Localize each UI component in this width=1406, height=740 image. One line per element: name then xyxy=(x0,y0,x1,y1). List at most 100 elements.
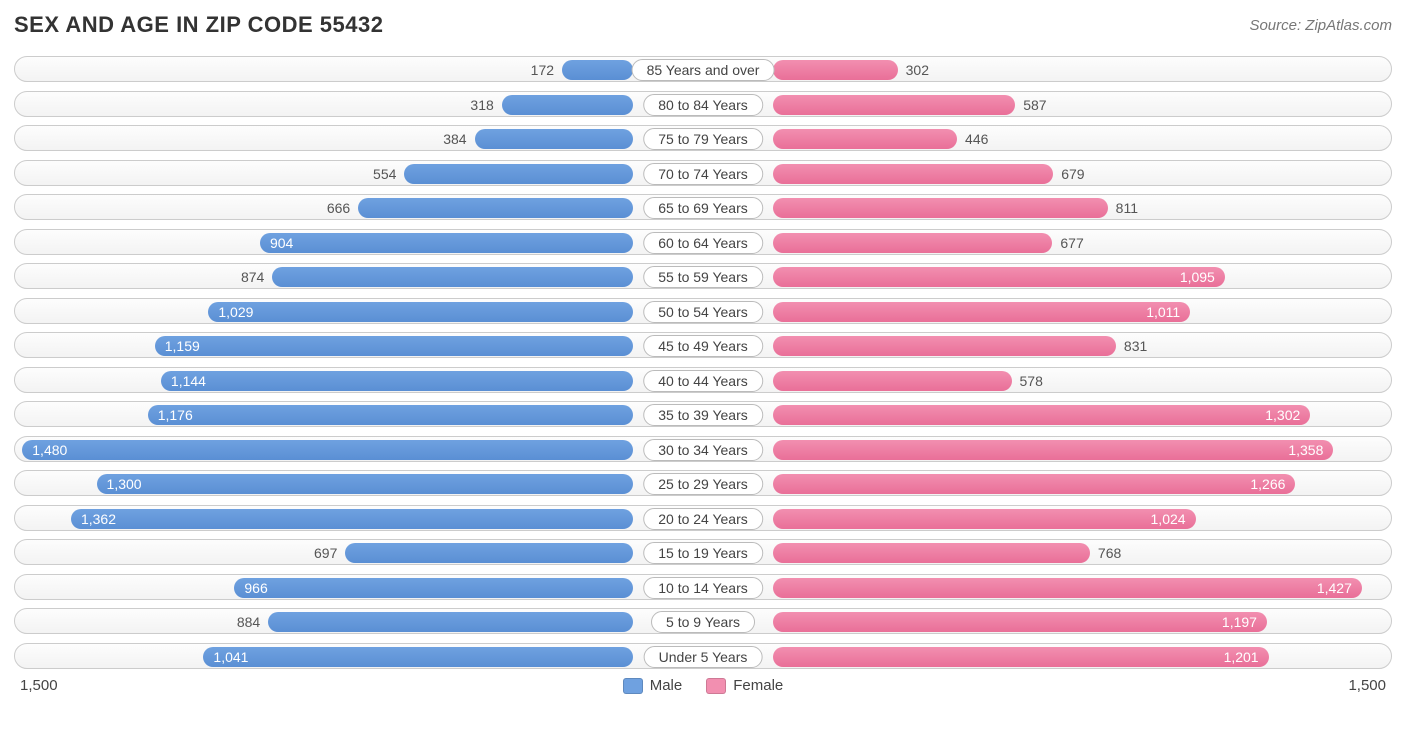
age-group-label: 75 to 79 Years xyxy=(643,128,763,150)
age-group-label: 20 to 24 Years xyxy=(643,508,763,530)
chart-header: SEX AND AGE IN ZIP CODE 55432 Source: Zi… xyxy=(14,12,1392,38)
male-bar: 1,029 xyxy=(208,302,633,322)
male-bar: 874 xyxy=(272,267,633,287)
male-bar: 172 xyxy=(562,60,633,80)
male-value: 1,176 xyxy=(158,407,193,423)
female-bar: 1,358 xyxy=(773,440,1333,460)
female-value: 811 xyxy=(1108,200,1138,216)
male-bar: 697 xyxy=(345,543,633,563)
age-group-label: 45 to 49 Years xyxy=(643,335,763,357)
female-bar: 587 xyxy=(773,95,1015,115)
female-value: 302 xyxy=(898,62,929,78)
female-value: 1,302 xyxy=(1265,407,1300,423)
pyramid-row: 17230285 Years and over xyxy=(14,56,1392,82)
female-bar: 1,197 xyxy=(773,612,1267,632)
male-bar: 666 xyxy=(358,198,633,218)
pyramid-row: 874 1,095 55 to 59 Years xyxy=(14,263,1392,289)
female-bar: 679 xyxy=(773,164,1053,184)
pyramid-row: 666 811 65 to 69 Years xyxy=(14,194,1392,220)
male-bar: 1,176 xyxy=(148,405,633,425)
female-value: 1,024 xyxy=(1151,511,1186,527)
female-bar: 446 xyxy=(773,129,957,149)
female-value: 1,201 xyxy=(1224,649,1259,665)
female-bar: 302 xyxy=(773,60,898,80)
age-group-label: 80 to 84 Years xyxy=(643,94,763,116)
male-bar: 554 xyxy=(404,164,633,184)
male-value: 1,362 xyxy=(81,511,116,527)
male-bar: 966 xyxy=(234,578,633,598)
male-value: 666 xyxy=(327,200,358,216)
female-bar: 1,266 xyxy=(773,474,1295,494)
age-group-label: 55 to 59 Years xyxy=(643,266,763,288)
female-bar: 1,024 xyxy=(773,509,1196,529)
age-group-label: 25 to 29 Years xyxy=(643,473,763,495)
pyramid-row: 1,1761,30235 to 39 Years xyxy=(14,401,1392,427)
female-bar: 677 xyxy=(773,233,1052,253)
age-group-label: 50 to 54 Years xyxy=(643,301,763,323)
female-value: 831 xyxy=(1116,338,1147,354)
female-value: 587 xyxy=(1015,97,1046,113)
axis-label-left: 1,500 xyxy=(14,677,58,694)
male-value: 874 xyxy=(241,269,272,285)
male-value: 1,144 xyxy=(171,373,206,389)
female-bar: 1,427 xyxy=(773,578,1362,598)
pyramid-row: 904 677 60 to 64 Years xyxy=(14,229,1392,255)
age-group-label: 85 Years and over xyxy=(632,59,775,81)
pyramid-row: 884 1,197 5 to 9 Years xyxy=(14,608,1392,634)
legend-label-male: Male xyxy=(650,677,683,694)
female-value: 768 xyxy=(1090,545,1121,561)
female-swatch-icon xyxy=(706,678,726,694)
male-bar: 1,300 xyxy=(97,474,633,494)
female-value: 1,358 xyxy=(1288,442,1323,458)
male-value: 1,300 xyxy=(107,476,142,492)
female-value: 1,011 xyxy=(1146,304,1180,320)
male-value: 1,041 xyxy=(213,649,248,665)
age-group-label: 70 to 74 Years xyxy=(643,163,763,185)
age-group-label: 65 to 69 Years xyxy=(643,197,763,219)
legend-label-female: Female xyxy=(733,677,783,694)
pyramid-row: 1,029 1,011 50 to 54 Years xyxy=(14,298,1392,324)
pyramid-row: 966 1,427 10 to 14 Years xyxy=(14,574,1392,600)
age-group-label: 60 to 64 Years xyxy=(643,232,763,254)
age-group-label: 10 to 14 Years xyxy=(643,577,763,599)
male-bar: 904 xyxy=(260,233,633,253)
male-value: 1,029 xyxy=(218,304,253,320)
pyramid-row: 1,041 1,201 Under 5 Years xyxy=(14,643,1392,669)
female-value: 679 xyxy=(1053,166,1084,182)
chart-source: Source: ZipAtlas.com xyxy=(1249,17,1392,34)
pyramid-row: 1,362 1,024 20 to 24 Years xyxy=(14,505,1392,531)
male-value: 318 xyxy=(470,97,501,113)
legend-item-female: Female xyxy=(706,677,783,694)
age-group-label: Under 5 Years xyxy=(644,646,763,668)
female-value: 1,266 xyxy=(1250,476,1285,492)
age-group-label: 40 to 44 Years xyxy=(643,370,763,392)
female-bar: 831 xyxy=(773,336,1116,356)
female-value: 1,427 xyxy=(1317,580,1352,596)
pyramid-row: 69776815 to 19 Years xyxy=(14,539,1392,565)
pyramid-row: 318 587 80 to 84 Years xyxy=(14,91,1392,117)
female-value: 1,197 xyxy=(1222,614,1257,630)
chart-footer: 1,500 Male Female 1,500 xyxy=(14,677,1392,694)
male-value: 384 xyxy=(443,131,474,147)
female-bar: 1,201 xyxy=(773,647,1269,667)
male-value: 1,159 xyxy=(165,338,200,354)
male-bar: 384 xyxy=(475,129,633,149)
chart-title: SEX AND AGE IN ZIP CODE 55432 xyxy=(14,12,383,38)
male-bar: 1,159 xyxy=(155,336,633,356)
male-value: 172 xyxy=(531,62,562,78)
male-bar: 1,480 xyxy=(22,440,633,460)
axis-label-right: 1,500 xyxy=(1348,677,1392,694)
male-bar: 318 xyxy=(502,95,633,115)
male-value: 966 xyxy=(244,580,267,596)
legend: Male Female xyxy=(58,677,1349,694)
male-bar: 1,041 xyxy=(203,647,633,667)
male-value: 884 xyxy=(237,614,268,630)
male-value: 697 xyxy=(314,545,345,561)
age-group-label: 5 to 9 Years xyxy=(651,611,755,633)
female-bar: 1,011 xyxy=(773,302,1190,322)
male-bar: 1,144 xyxy=(161,371,633,391)
female-bar: 1,302 xyxy=(773,405,1310,425)
female-bar: 1,095 xyxy=(773,267,1225,287)
pyramid-row: 1,300 1,266 25 to 29 Years xyxy=(14,470,1392,496)
male-value: 554 xyxy=(373,166,404,182)
